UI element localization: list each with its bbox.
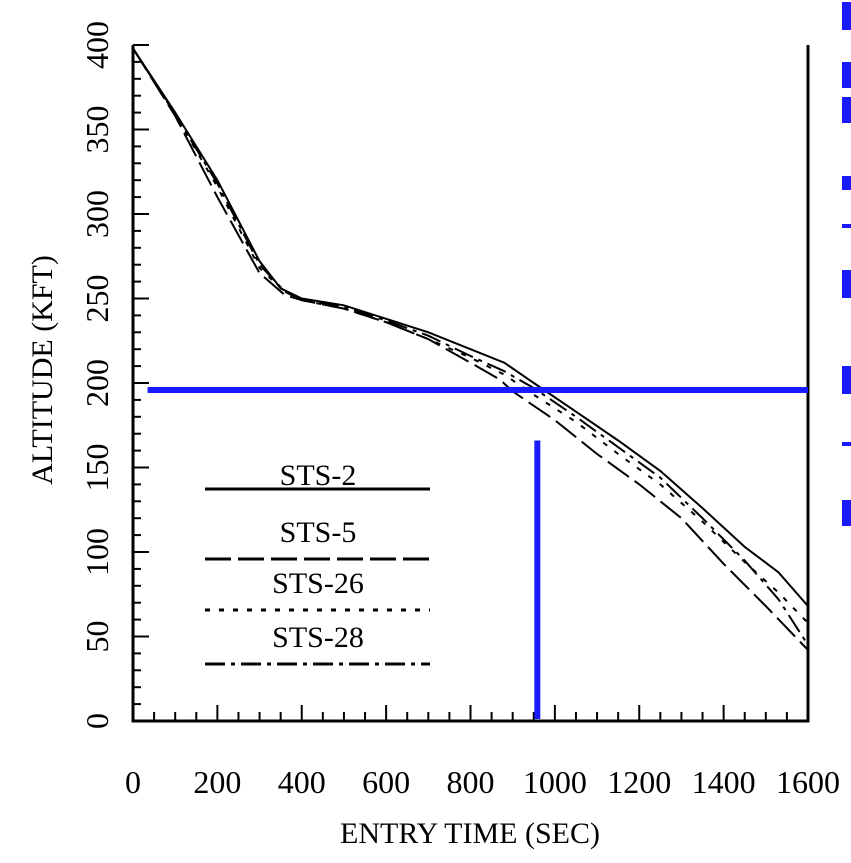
x-tick-label: 200	[193, 764, 241, 800]
y-tick-label: 150	[79, 444, 115, 492]
cropped-text-fragment	[842, 97, 851, 123]
cropped-text-fragment	[842, 224, 851, 228]
annotation-lines	[147, 387, 808, 719]
legend: STS-2 STS-5 STS-26 STS-28	[205, 459, 430, 666]
x-tick-label: 400	[278, 764, 326, 800]
axis-ticks	[132, 44, 809, 722]
y-tick-label: 200	[79, 359, 115, 407]
legend-label: STS-2	[280, 459, 357, 492]
y-tick-label: 400	[79, 21, 115, 69]
legend-label: STS-26	[272, 567, 364, 600]
series-line	[132, 47, 809, 624]
series-line	[132, 47, 809, 607]
tick-labels: 0 200 400 600 800 1000 1200 1400 1600 0 50 100 150 20…	[79, 21, 840, 800]
legend-label: STS-28	[272, 621, 364, 654]
x-tick-label: 1600	[776, 764, 840, 800]
cropped-text-fragment	[842, 270, 851, 298]
y-tick-label: 300	[79, 190, 115, 238]
y-tick-label: 0	[79, 713, 115, 729]
x-tick-label: 1200	[607, 764, 671, 800]
x-tick-label: 0	[125, 764, 141, 800]
cropped-text-fragment	[842, 442, 851, 446]
cropped-text-fragment	[842, 62, 851, 88]
y-tick-label: 50	[79, 621, 115, 653]
y-tick-label: 100	[79, 528, 115, 576]
cropped-text-fragment	[842, 500, 851, 526]
x-axis-title: ENTRY TIME (SEC)	[340, 817, 600, 850]
x-tick-label: 1400	[692, 764, 756, 800]
cropped-text-fragment	[842, 366, 851, 394]
plot-frame	[131, 45, 810, 723]
series-lines	[132, 47, 809, 651]
x-tick-label: 800	[447, 764, 495, 800]
y-axis-title: ALTITUDE (KFT)	[26, 255, 59, 485]
series-line	[132, 47, 809, 646]
plot-border	[131, 45, 810, 723]
legend-label: STS-5	[280, 516, 357, 549]
y-tick-label: 250	[79, 275, 115, 323]
x-tick-label: 1000	[523, 764, 587, 800]
x-tick-label: 600	[362, 764, 410, 800]
cropped-text-fragment	[842, 176, 851, 190]
y-tick-label: 350	[79, 106, 115, 154]
cropped-text-fragment	[842, 2, 851, 30]
